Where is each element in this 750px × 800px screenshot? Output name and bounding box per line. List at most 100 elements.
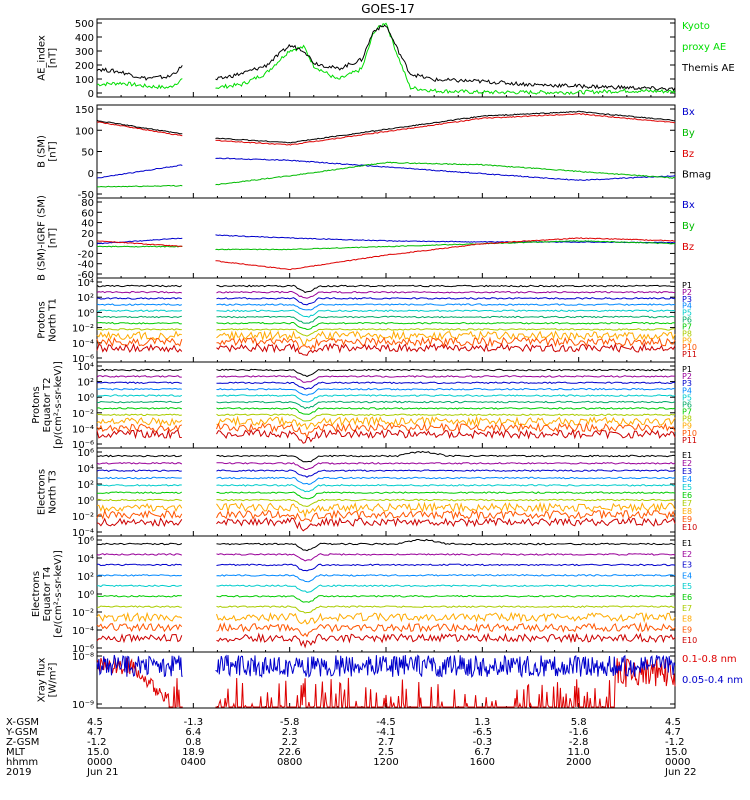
legend-entry: 0.05-0.4 nm — [682, 675, 743, 686]
footer-value: 22.6 — [279, 747, 301, 758]
footer-value: 4.7 — [87, 727, 103, 738]
legend-entry: P4 — [682, 386, 692, 395]
legend-entry: E7 — [682, 604, 692, 613]
y-tick-label: 10⁻² — [72, 409, 94, 420]
series-line-p4 — [96, 303, 676, 311]
series-line-e7 — [96, 498, 676, 508]
footer-value: 5.8 — [571, 717, 587, 728]
y-tick-label: -40 — [78, 260, 94, 271]
y-tick-label: 10² — [77, 293, 94, 304]
series-line-p7 — [96, 321, 676, 331]
panel-bsm: 150 100 50 0 -50 B (SM)[nT] Bx By Bz Bmag — [37, 104, 711, 201]
footer-value: 4.5 — [665, 717, 681, 728]
orbit-footer: X-GSMY-GSMZ-GSMMLThhmm20194.54.7-1.215.0… — [5, 717, 697, 778]
y-tick-label: 10⁻² — [72, 324, 94, 335]
y-tick-label: 10⁻⁴ — [72, 626, 94, 637]
y-tick-label: 10⁻⁹ — [72, 700, 94, 711]
series-line-p10 — [96, 336, 676, 351]
legend-entry: E4 — [682, 571, 692, 580]
panel-frame — [96, 18, 676, 98]
series-group — [96, 538, 676, 649]
series-group — [96, 110, 676, 188]
legend-entry: Themis AE — [681, 63, 735, 74]
panel-frame — [96, 197, 676, 279]
y-axis-label-line: AE_index — [37, 35, 48, 81]
y-axis-label: ElectronsNorth T3 — [37, 469, 59, 515]
y-tick-label: 10⁻⁶ — [72, 440, 94, 451]
series-line-p9 — [96, 415, 676, 431]
series-line-p9 — [96, 329, 676, 346]
series-line-e2 — [96, 461, 676, 470]
y-tick-label: 100 — [75, 126, 94, 137]
footer-row-label: hhmm — [6, 757, 38, 768]
y-tick-label: 10⁶ — [77, 448, 94, 459]
legend-entry: Bz — [682, 149, 694, 160]
footer-value: Jun 21 — [86, 767, 119, 778]
y-tick-label: 10⁻⁶ — [72, 644, 94, 655]
footer-value: -1.6 — [569, 727, 589, 738]
series-line-e6 — [96, 594, 676, 603]
series-line-e1 — [96, 538, 676, 552]
series-line-p3 — [97, 297, 676, 306]
y-tick-label: 80 — [81, 198, 94, 209]
series-line-bx — [96, 234, 676, 245]
series-group — [96, 450, 676, 532]
y-tick-label: 10⁴ — [77, 278, 94, 289]
y-axis-label-line: [W/m²] — [48, 662, 59, 697]
footer-value: -2.8 — [569, 737, 589, 748]
series-line-e8 — [96, 611, 676, 625]
series-line-e4 — [96, 476, 676, 485]
series-line-e9 — [96, 509, 676, 523]
legend-entry: E8 — [682, 615, 692, 624]
footer-row-label: Z-GSM — [6, 737, 39, 748]
series-line-0.05-0.4-nm — [96, 654, 676, 679]
legend-entry: By — [682, 221, 695, 232]
series-line-p8 — [96, 413, 676, 422]
footer-value: 4.7 — [665, 727, 681, 738]
y-axis-label-line: Equator T2 — [42, 378, 53, 433]
legend-entry: P3 — [682, 379, 692, 388]
y-tick-label: -60 — [78, 270, 94, 281]
y-tick-label: 20 — [81, 229, 94, 240]
series-line-p1 — [96, 284, 676, 294]
legend-entry: E8 — [682, 507, 692, 516]
series-line-p1 — [96, 368, 676, 378]
legend-entry: E3 — [682, 561, 692, 570]
y-tick-label: 10⁰ — [77, 590, 94, 601]
plot-title: GOES-17 — [361, 2, 415, 16]
footer-value: 0800 — [277, 757, 302, 768]
legend-entry: P7 — [682, 408, 692, 417]
footer-value: -0.3 — [473, 737, 493, 748]
series-line-p3 — [96, 381, 676, 390]
legend-entry: E5 — [682, 483, 692, 492]
y-axis-label-line: Electrons — [37, 469, 48, 515]
y-axis-label-line: Protons — [37, 301, 48, 338]
legend-entry: By — [682, 128, 695, 139]
legend-entry: P3 — [682, 295, 692, 304]
y-tick-label: 10⁰ — [77, 393, 94, 404]
y-axis-label: ElectronsEquator T4[e/(cm²-s-sr-keV)] — [31, 550, 64, 638]
footer-value: -6.5 — [473, 727, 493, 738]
series-line-bz — [96, 112, 676, 146]
panel-ee: 10⁶ 10⁴ 10² 10⁰ 10⁻² 10⁻⁴ 10⁻⁶ ElectronsEquator… — [31, 535, 697, 655]
legend-entry: P8 — [682, 329, 692, 338]
y-axis-label-line: B (SM)-IGRF (SM) — [37, 195, 48, 281]
footer-row-label: X-GSM — [6, 717, 39, 728]
legend-entry: E2 — [682, 550, 692, 559]
footer-value: Jun 22 — [664, 767, 697, 778]
panel-frame — [96, 535, 676, 653]
y-tick-label: 0 — [88, 169, 94, 180]
y-tick-label: 10⁰ — [77, 496, 94, 507]
y-tick-label: 0 — [88, 89, 94, 100]
series-line-p6 — [96, 400, 676, 410]
y-axis-label-line: [e/(cm²-s-sr-keV)] — [53, 550, 64, 638]
y-tick-label: 10⁻⁸ — [72, 652, 94, 663]
y-axis-label: B (SM)[nT] — [37, 135, 59, 168]
series-line-e9 — [96, 621, 676, 638]
legend-entry: E2 — [682, 459, 692, 468]
footer-value: 2.3 — [282, 727, 298, 738]
y-tick-label: -20 — [78, 249, 94, 260]
